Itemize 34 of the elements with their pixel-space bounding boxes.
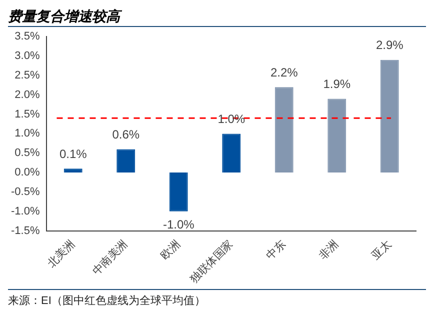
y-tick-label: 2.0%: [14, 88, 40, 101]
bar: [64, 168, 82, 173]
bar: [169, 172, 188, 212]
data-label: 1.0%: [218, 112, 246, 126]
x-tick-label: 北美洲: [44, 238, 78, 270]
data-label: 1.9%: [323, 77, 351, 92]
y-tick-label: 1.0%: [14, 128, 40, 140]
x-tick-label: 非洲: [316, 238, 342, 262]
bar: [222, 134, 241, 173]
bar: [328, 98, 346, 173]
data-label: 2.2%: [270, 65, 298, 80]
data-label: 0.6%: [112, 128, 140, 142]
data-label: -1.0%: [162, 218, 195, 232]
chart-title: 费量复合增速较高: [8, 8, 123, 26]
y-tick-label: 0.5%: [14, 147, 40, 160]
x-tick-label: 中南美洲: [90, 238, 130, 278]
y-tick-label: 2.5%: [14, 69, 40, 82]
y-tick-label: -1.0%: [10, 205, 40, 218]
data-label: 0.1%: [59, 146, 88, 161]
x-tick-label: 亚太: [369, 238, 394, 262]
x-tick-label: 欧洲: [158, 238, 183, 262]
bar: [274, 87, 294, 173]
bar: [116, 149, 136, 173]
y-tick-label: 0.0%: [14, 166, 40, 179]
y-tick-label: 3.0%: [14, 50, 40, 62]
y-tick-label: 3.5%: [14, 30, 40, 43]
source-note: 来源：EI（图中红色虚线为全球平均值）: [8, 294, 206, 308]
x-tick-label: 独联体国家: [188, 238, 236, 286]
y-tick-label: -1.5%: [10, 224, 40, 237]
bar: [380, 60, 399, 173]
data-label: 2.9%: [376, 38, 404, 52]
y-tick-label: 1.5%: [14, 108, 40, 120]
x-tick-label: 中东: [264, 238, 288, 262]
y-tick-label: -0.5%: [10, 186, 40, 198]
